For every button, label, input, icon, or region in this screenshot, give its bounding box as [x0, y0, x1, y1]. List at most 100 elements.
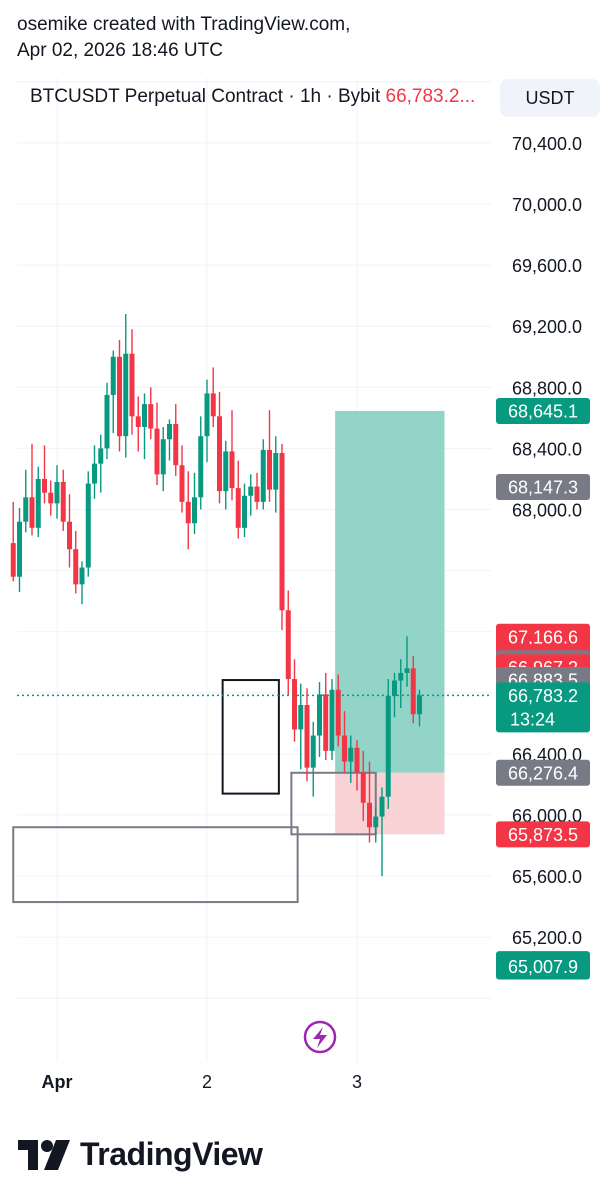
- rectangle-drawings[interactable]: [12, 679, 377, 904]
- candle-body: [23, 497, 29, 522]
- candle-down: [10, 501, 16, 582]
- brand-name: TradingView: [80, 1135, 263, 1172]
- candle-down: [73, 530, 79, 594]
- chart-grid: [17, 78, 492, 1062]
- candle-body: [185, 501, 191, 524]
- candle-body: [267, 449, 272, 490]
- flash-icon[interactable]: [303, 1020, 337, 1054]
- candle-body: [10, 543, 16, 577]
- candle-down: [42, 445, 47, 504]
- candle-body: [135, 416, 141, 428]
- candle-down: [210, 367, 216, 428]
- candle-down: [367, 761, 372, 843]
- price-axis[interactable]: 70,400.0 70,000.0 69,600.0 69,200.0 68,800.0…: [512, 134, 582, 948]
- candle-down: [48, 480, 54, 516]
- candle-up: [310, 721, 316, 797]
- rectangle-box[interactable]: [290, 771, 377, 836]
- candle-body: [379, 796, 385, 817]
- price-tick-label: 70,400.0: [512, 134, 582, 154]
- candle-up: [348, 735, 354, 783]
- candle-down: [267, 410, 272, 502]
- candle-up: [92, 445, 97, 499]
- candle-up: [79, 561, 85, 605]
- candle-body: [417, 695, 422, 715]
- candle-body: [223, 451, 229, 492]
- candle-down: [360, 750, 366, 822]
- price-label-bg: [496, 397, 590, 424]
- candle-body: [317, 694, 322, 736]
- price-label: 68,147.3: [508, 477, 578, 497]
- candle-body: [192, 497, 197, 524]
- candle-body: [354, 747, 360, 773]
- candle-down: [254, 472, 260, 510]
- price-label: 68,645.1: [508, 401, 578, 421]
- price-tick-label: 66,000.0: [512, 806, 582, 826]
- candle-body: [342, 735, 347, 762]
- candle-body: [260, 449, 266, 502]
- legend-last-price: 66,783.2...: [385, 86, 476, 107]
- candle-body: [298, 705, 304, 730]
- candle-up: [273, 436, 279, 513]
- price-tick-label: 68,400.0: [512, 439, 582, 459]
- candle-down: [67, 494, 72, 568]
- price-label: 65,007.9: [508, 957, 578, 977]
- candle-body: [35, 478, 41, 528]
- tradingview-logo[interactable]: TradingView: [18, 1134, 263, 1174]
- candle-series: [10, 313, 422, 877]
- price-tick-label: 65,600.0: [512, 867, 582, 887]
- time-tick-label: Apr: [42, 1072, 73, 1092]
- rectangle-box[interactable]: [12, 826, 299, 904]
- candle-body: [17, 521, 22, 577]
- rectangle-box[interactable]: [221, 679, 280, 795]
- currency-selector[interactable]: USDT: [500, 79, 600, 117]
- price-label-bg: [496, 759, 590, 786]
- candle-down: [292, 659, 297, 742]
- candle-down: [185, 471, 191, 550]
- candle-down: [117, 339, 122, 452]
- candle-up: [204, 379, 210, 463]
- price-tick-label: 68,800.0: [512, 378, 582, 398]
- candle-body: [242, 495, 247, 528]
- candle-body: [198, 436, 204, 498]
- candle-down: [135, 396, 141, 452]
- candle-up: [417, 689, 422, 727]
- price-label-bg: [496, 953, 590, 980]
- price-label-bg: [496, 623, 590, 650]
- candle-up: [242, 483, 247, 537]
- price-label: 65,873.5: [508, 825, 578, 845]
- candle-up: [317, 682, 322, 757]
- candle-body: [85, 483, 91, 568]
- candle-body: [92, 463, 97, 484]
- candle-body: [217, 416, 222, 492]
- candle-body: [373, 816, 379, 828]
- candle-body: [129, 353, 135, 417]
- candle-up: [23, 469, 29, 533]
- current-price-badge: [496, 682, 590, 733]
- price-tick-label: 68,000.0: [512, 501, 582, 521]
- candle-body: [98, 448, 104, 464]
- price-label: 67,166.6: [508, 627, 578, 647]
- candle-body: [54, 482, 60, 504]
- candle-up: [373, 807, 379, 843]
- candle-up: [17, 507, 22, 592]
- candle-up: [142, 393, 147, 460]
- candlestick-chart[interactable]: 70,400.0 70,000.0 69,600.0 69,200.0 68,800.0…: [0, 68, 614, 1108]
- candle-body: [279, 452, 285, 611]
- time-axis[interactable]: Apr 2 3: [42, 1072, 363, 1092]
- price-label: 66,276.4: [508, 763, 578, 783]
- candle-up: [404, 636, 410, 687]
- price-tick-label: 65,200.0: [512, 928, 582, 948]
- candle-up: [192, 472, 197, 534]
- candle-up: [379, 787, 385, 877]
- candle-body: [73, 549, 79, 585]
- candle-body: [254, 486, 260, 502]
- time-tick-label: 3: [352, 1072, 362, 1092]
- symbol-legend[interactable]: BTCUSDT Perpetual Contract · 1h · Bybit …: [30, 86, 475, 108]
- candle-body: [60, 482, 66, 522]
- symbol-name: BTCUSDT Perpetual Contract · 1h · Bybit: [30, 86, 381, 107]
- chart-author-credit: osemike created with TradingView.com,: [17, 14, 351, 35]
- candle-body: [142, 404, 147, 428]
- candle-body: [360, 772, 366, 803]
- candle-body: [173, 423, 179, 466]
- candle-body: [392, 680, 397, 696]
